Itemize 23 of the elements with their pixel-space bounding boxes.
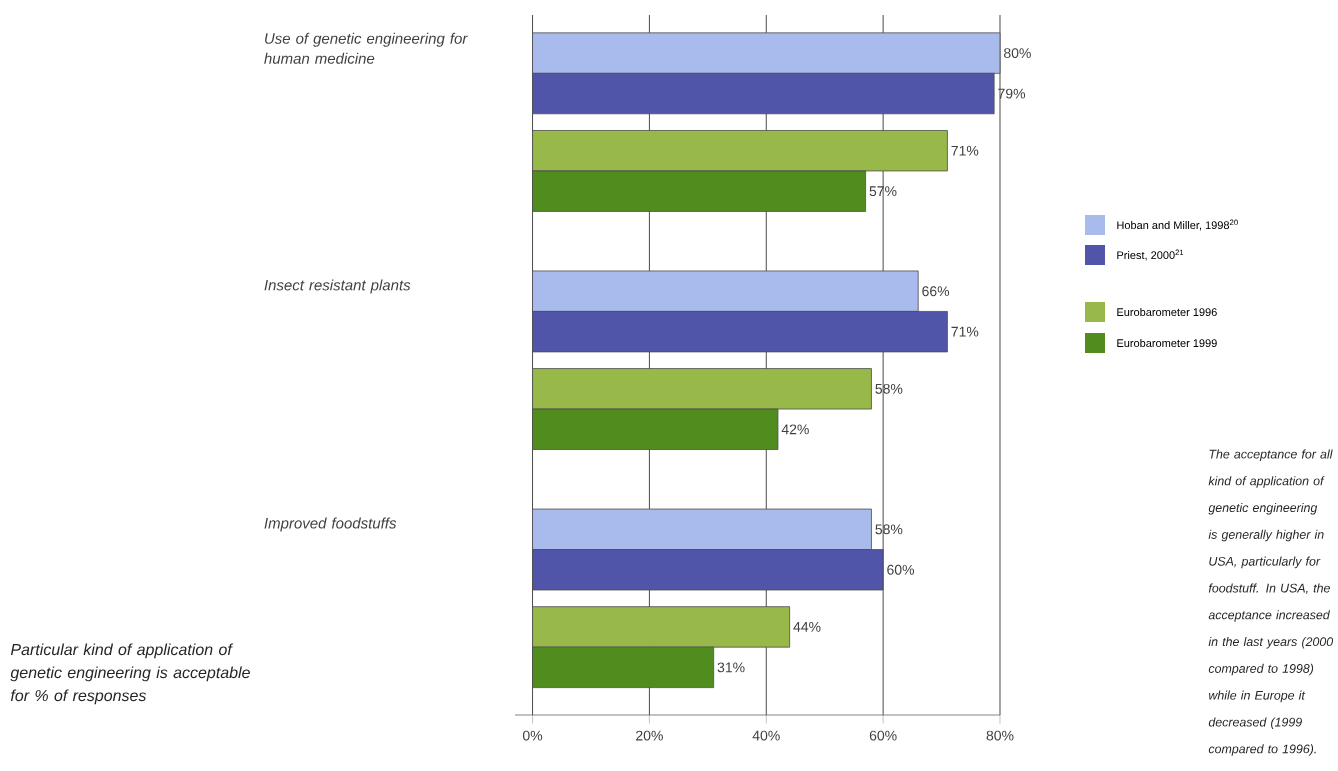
legend-label: Eurobarometer 1996 — [1117, 307, 1217, 317]
data-label: 44% — [793, 622, 821, 632]
y-tick-label: Insect resistant plants — [264, 279, 411, 294]
x-tick-label: 40% — [752, 730, 780, 741]
data-label: 71% — [951, 145, 979, 156]
data-label: 71% — [951, 326, 979, 337]
data-label: 42% — [781, 424, 809, 435]
data-label: 80% — [1003, 48, 1031, 59]
x-tick-label: 0% — [522, 730, 543, 741]
data-label: 31% — [717, 662, 745, 673]
legend-label: Priest, 2000$^{21}$ — [1117, 249, 1184, 261]
y-tick-label: Improved foodstuffs — [264, 517, 397, 532]
data-label: 79% — [998, 88, 1026, 99]
data-label: 60% — [887, 564, 915, 575]
x-tick-label: 20% — [636, 730, 663, 741]
y-tick-label: Use of genetic engineering for human medicine — [264, 32, 468, 64]
x-tick-label: 60% — [869, 730, 897, 741]
legend-label: Hoban and Miller, 1998$^{20}$ — [1117, 219, 1238, 231]
legend-label: Eurobarometer 1999 — [1117, 338, 1217, 348]
text: Particular kind of application of genetic engineering is acceptable for % of responses — [10, 643, 250, 705]
x-tick-label: 80% — [986, 730, 1014, 741]
text: The acceptance for all kind of application of genetic engineering is generally higher in USA, particularly for foodstuff. In USA, the acceptance increased in the last years (2000 compared to 1998) while in Europe it decreased (1999 compared to 1996). — [1208, 449, 1334, 756]
data-label: 66% — [922, 286, 950, 297]
